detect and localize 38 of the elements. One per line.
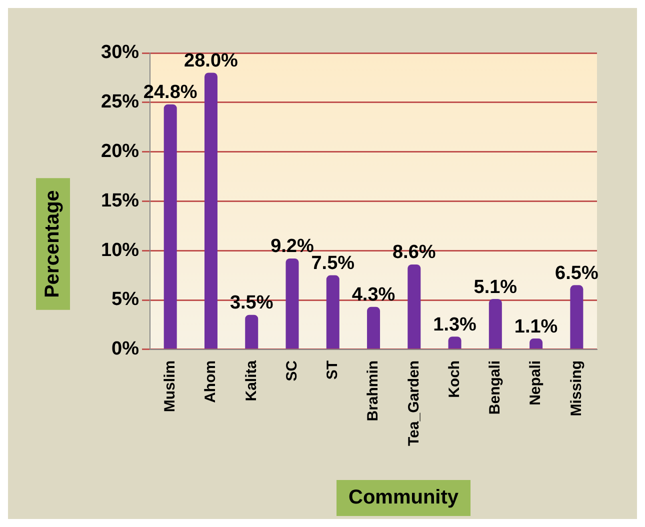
bar — [488, 299, 502, 349]
data-label: 5.1% — [474, 276, 518, 298]
x-tick-label: Koch — [446, 360, 463, 398]
y-axis-title: Percentage — [42, 190, 64, 298]
x-tick-label: Muslim — [161, 360, 178, 412]
y-tick-label: 20% — [100, 141, 140, 162]
y-tick-label: 5% — [112, 289, 140, 310]
data-label: 24.8% — [143, 82, 198, 104]
data-label: 28.0% — [184, 50, 238, 72]
x-tick-label: ST — [324, 360, 342, 380]
bar — [367, 306, 380, 349]
x-tick-label: Missing — [568, 360, 585, 416]
x-tick-label: SC — [283, 360, 300, 382]
bar — [448, 336, 462, 349]
x-tick-label: Ahom — [202, 360, 220, 403]
bar — [164, 104, 177, 349]
bar — [570, 285, 584, 349]
bar — [530, 338, 543, 349]
x-tick-label: Tea_Garden — [405, 360, 422, 446]
y-tick-label: 30% — [100, 42, 140, 64]
x-tick-label: Bengali — [486, 360, 504, 415]
x-axis-title: Community — [348, 486, 460, 509]
y-tick-label: 0% — [112, 338, 140, 360]
y-tick-label: 25% — [100, 92, 140, 113]
data-label: 1.3% — [433, 314, 477, 336]
bar — [408, 264, 421, 349]
data-label: 7.5% — [311, 253, 355, 274]
bar — [245, 314, 258, 349]
y-tick-label: 15% — [100, 190, 140, 212]
bar — [204, 72, 218, 349]
x-tick-label: Brahmin — [364, 360, 382, 422]
x-tick-label: Kalita — [242, 360, 260, 402]
y-tick-label: 10% — [100, 240, 140, 261]
bar — [286, 258, 299, 349]
bar — [326, 275, 340, 349]
data-label: 6.5% — [555, 262, 598, 284]
data-label: 1.1% — [514, 316, 558, 338]
x-tick-label: Nepali — [527, 360, 544, 406]
